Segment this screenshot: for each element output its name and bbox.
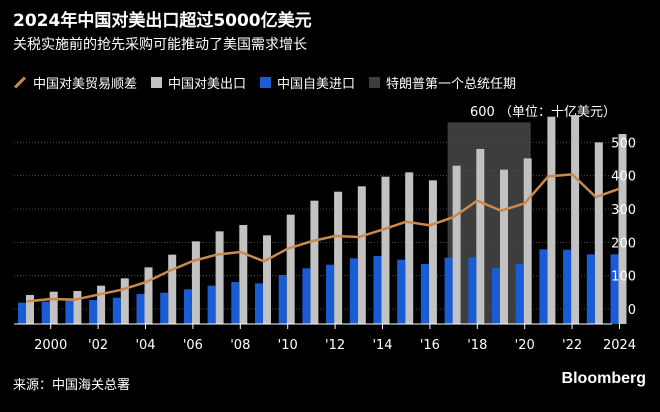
import-bar xyxy=(231,282,240,324)
export-bar xyxy=(286,214,295,324)
import-bar xyxy=(373,256,382,324)
chart-subtitle: 关税实施前的抢先采购可能推动了美国需求增长 xyxy=(13,37,307,53)
import-bar xyxy=(183,289,192,324)
legend-item-imports: 中国自美进口 xyxy=(260,73,355,92)
x-tick-label: '22 xyxy=(562,338,582,353)
import-bar xyxy=(18,302,26,324)
exports-swatch xyxy=(151,77,163,88)
x-tick-label: '20 xyxy=(515,338,535,353)
legend-label-trade-gap: 中国对美贸易顺差 xyxy=(33,77,138,92)
x-tick-label: '04 xyxy=(135,338,155,353)
export-bar xyxy=(405,172,414,324)
x-tick-label: '18 xyxy=(467,338,487,353)
chart-title: 2024年中国对美出口超过5000亿美元 xyxy=(13,11,312,31)
import-bar xyxy=(586,254,595,324)
import-bar xyxy=(112,297,121,324)
import-bar xyxy=(278,275,287,324)
legend: 中国对美贸易顺差 中国对美出口 中国自美进口 特朗普第一个总统任期 xyxy=(13,73,530,92)
y-tick-label: 500 xyxy=(611,136,636,151)
import-bar xyxy=(539,249,548,324)
x-tick-label: '10 xyxy=(278,338,298,353)
import-bar xyxy=(468,257,477,324)
import-bar xyxy=(610,254,619,324)
export-bar xyxy=(120,278,129,324)
import-bar xyxy=(160,292,169,324)
axis-layer: 0 100 200 300 400 500 2000 '02 '04 '06 '08 '10 '12 '1… xyxy=(14,136,636,353)
export-bar xyxy=(215,231,224,324)
import-bar xyxy=(397,259,406,324)
y-tick-label: 400 xyxy=(611,170,636,185)
x-tick-label: '06 xyxy=(183,338,203,353)
export-bar xyxy=(49,291,58,324)
x-tick-label: '12 xyxy=(325,338,345,353)
import-bar xyxy=(41,301,50,324)
y-tick-label: 300 xyxy=(611,203,636,218)
bloomberg-logo: Bloomberg xyxy=(561,370,646,387)
import-bar xyxy=(326,264,335,324)
legend-item-exports: 中国对美出口 xyxy=(151,73,246,92)
export-bar xyxy=(73,291,82,324)
import-bar xyxy=(65,300,74,324)
export-bar xyxy=(26,295,34,324)
import-bar xyxy=(302,268,311,324)
legend-item-trade-gap: 中国对美贸易顺差 xyxy=(13,73,137,92)
export-bar xyxy=(310,200,319,324)
export-bar xyxy=(97,285,106,324)
export-bar xyxy=(334,191,343,324)
x-tick-label: '08 xyxy=(230,338,250,353)
legend-label-exports: 中国对美出口 xyxy=(168,77,247,92)
import-bar xyxy=(444,257,453,324)
import-bar xyxy=(255,283,263,324)
export-bar xyxy=(476,149,485,324)
import-bar xyxy=(420,264,429,324)
y-tick-label: 200 xyxy=(611,236,636,251)
bar-layer xyxy=(18,115,627,324)
export-bar xyxy=(594,142,603,324)
export-bar xyxy=(452,165,461,324)
import-bar xyxy=(136,294,145,324)
x-tick-label: '16 xyxy=(420,338,440,353)
export-bar xyxy=(523,158,532,324)
y-tick-label: 0 xyxy=(628,303,636,318)
export-bar xyxy=(263,235,271,324)
import-bar xyxy=(349,258,358,324)
import-bar xyxy=(515,264,524,324)
export-bar xyxy=(571,115,580,324)
legend-label-imports: 中国自美进口 xyxy=(277,77,356,92)
export-bar xyxy=(500,169,508,324)
x-tick-label: '02 xyxy=(88,338,108,353)
x-tick-label: 2000 xyxy=(34,338,67,353)
trade-gap-line xyxy=(26,173,620,303)
imports-swatch xyxy=(260,77,272,88)
x-tick-label: 2024 xyxy=(603,338,636,353)
legend-item-trump-term: 特朗普第一个总统任期 xyxy=(369,73,516,92)
export-bar xyxy=(547,116,556,324)
export-bar xyxy=(144,267,153,324)
export-bar xyxy=(618,134,627,324)
unit-label: 600 （单位：十亿美元） xyxy=(470,105,616,120)
line-layer xyxy=(26,173,620,303)
import-bar xyxy=(563,249,572,324)
export-bar xyxy=(191,241,200,324)
export-bar xyxy=(357,186,366,324)
trump-term-swatch xyxy=(369,77,381,88)
export-bar xyxy=(428,180,437,324)
x-tick-label: '14 xyxy=(372,338,392,353)
export-bar xyxy=(381,176,390,324)
export-bar xyxy=(168,254,177,324)
source-note: 来源：中国海关总署 xyxy=(13,378,131,393)
import-bar xyxy=(89,300,98,324)
legend-label-trump-term: 特朗普第一个总统任期 xyxy=(386,77,517,92)
y-tick-label: 100 xyxy=(611,270,636,285)
import-bar xyxy=(207,285,216,324)
export-bar xyxy=(239,225,248,324)
import-bar xyxy=(492,268,500,324)
